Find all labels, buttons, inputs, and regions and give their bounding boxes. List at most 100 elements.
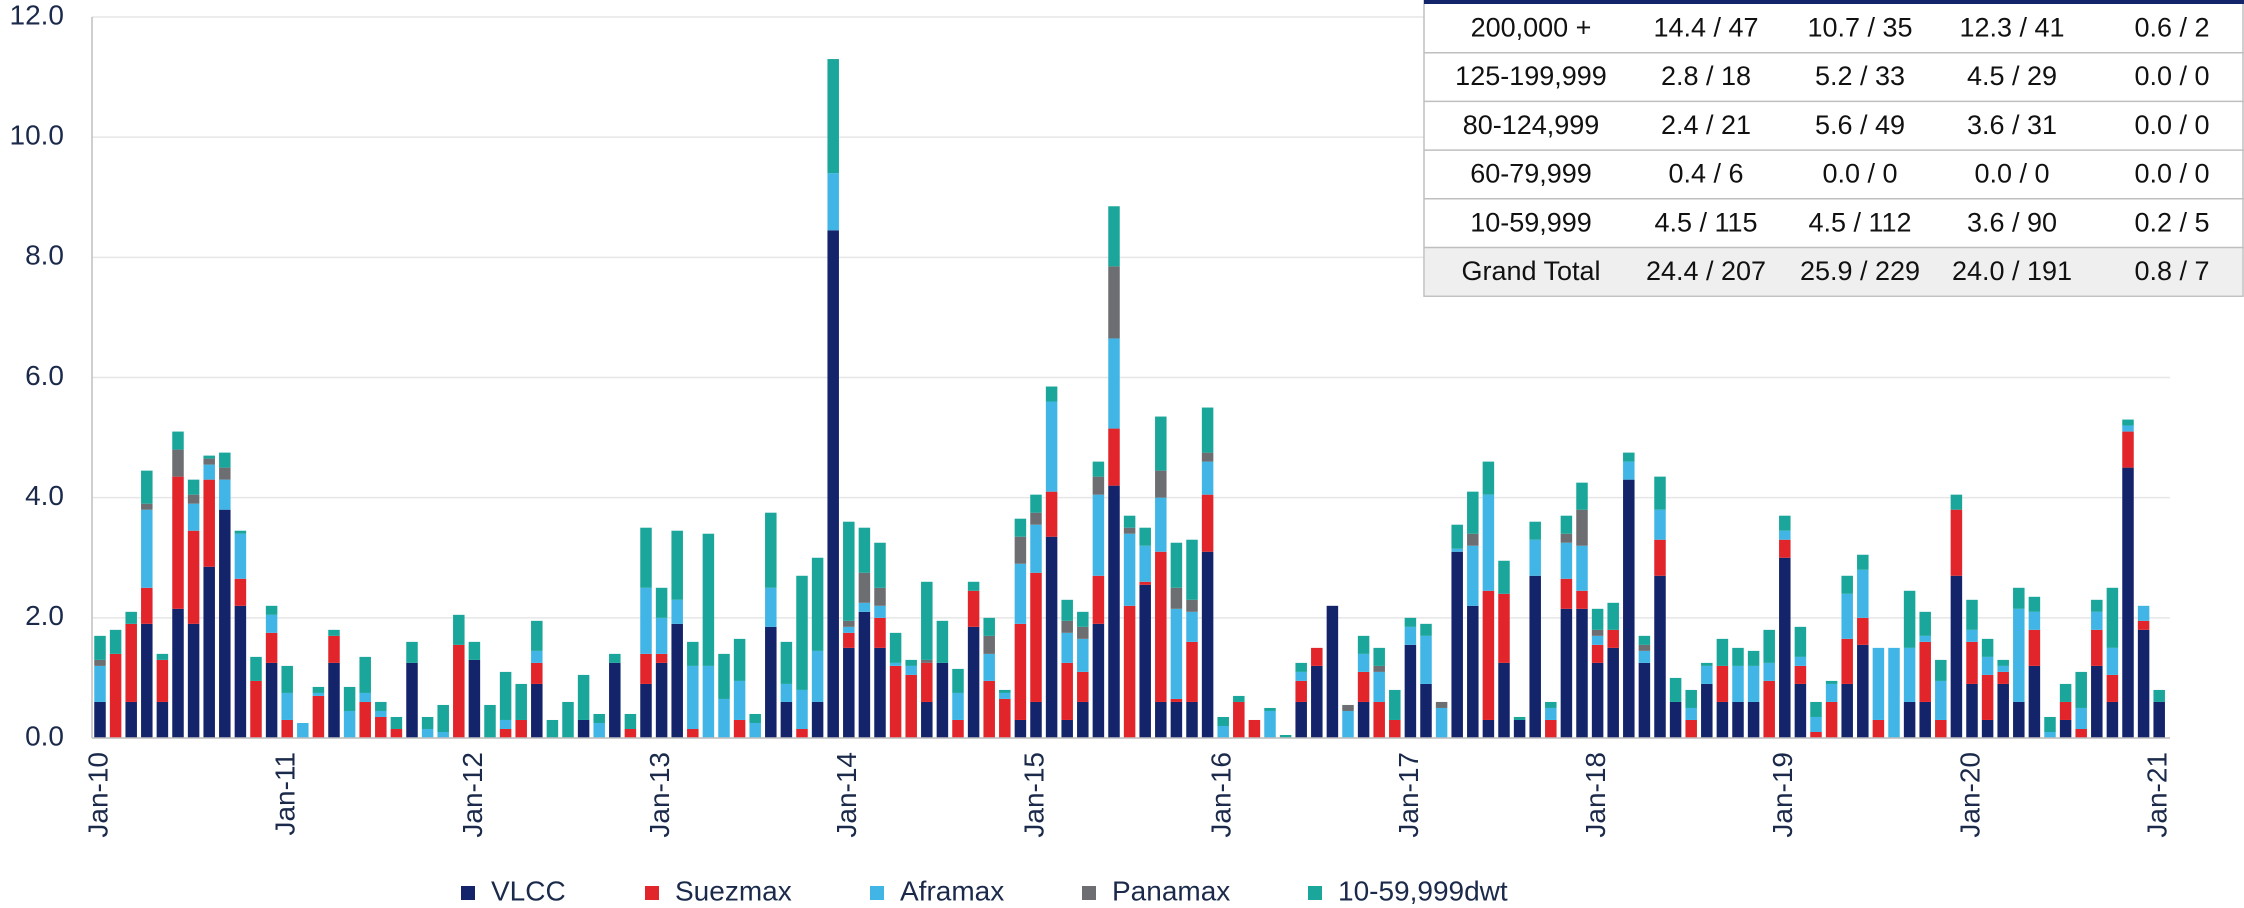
- bar-segment: [1825, 680, 1838, 684]
- bar-segment: [640, 527, 652, 588]
- bar-segment: [1201, 452, 1214, 462]
- legend-label: VLCC: [491, 875, 566, 906]
- bar-segment: [609, 662, 621, 738]
- bar-segment: [1217, 725, 1229, 738]
- bar-segment: [375, 716, 387, 738]
- bar-segment: [1092, 494, 1105, 576]
- bar-segment: [1030, 512, 1042, 525]
- table-cell: Grand Total: [1461, 256, 1600, 286]
- bar-segment: [2028, 596, 2041, 612]
- bar-segment: [609, 653, 621, 663]
- bar-segment: [359, 701, 371, 738]
- bar-segment: [1638, 635, 1651, 645]
- bar-segment: [1357, 653, 1370, 672]
- bar-segment: [1825, 701, 1838, 738]
- bar-segment: [1389, 719, 1401, 738]
- bar-segment: [1841, 683, 1853, 738]
- bar-segment: [1077, 626, 1089, 639]
- bar-segment: [1685, 707, 1697, 720]
- bar-segment: [811, 701, 824, 738]
- bar-segment: [390, 728, 403, 738]
- bar-segment: [702, 533, 715, 666]
- bar-segment: [1981, 638, 1994, 657]
- bar-segment: [2122, 467, 2134, 738]
- bar-segment: [1763, 629, 1775, 663]
- bar-segment: [2013, 701, 2025, 738]
- bar-segment: [1545, 719, 1557, 738]
- bar-segment: [297, 722, 309, 738]
- bar-segment: [281, 692, 293, 720]
- bar-segment: [1155, 497, 1167, 552]
- bar-segment: [390, 716, 403, 729]
- bar-segment: [1545, 701, 1557, 708]
- bar-segment: [1311, 665, 1323, 738]
- bar-segment: [1841, 575, 1853, 594]
- bar-segment: [1155, 701, 1167, 738]
- bar-segment: [1685, 719, 1697, 738]
- bar-segment: [1435, 701, 1448, 708]
- table-cell: 24.4 / 207: [1646, 256, 1766, 286]
- table-cell: 60-79,999: [1470, 159, 1592, 189]
- table-cell: 3.6 / 90: [1967, 207, 2057, 237]
- bar-segment: [858, 602, 871, 612]
- bar-segment: [1155, 551, 1167, 702]
- bar-segment: [1389, 689, 1401, 720]
- bar-segment: [983, 653, 995, 681]
- bar-segment: [499, 728, 512, 738]
- bar-segment: [1654, 539, 1666, 576]
- legend-swatch: [645, 886, 659, 900]
- bar-segment: [1108, 485, 1120, 738]
- y-tick-label: 4.0: [25, 480, 64, 511]
- table-cell: 4.5 / 115: [1654, 207, 1757, 237]
- bar-segment: [453, 644, 465, 738]
- bar-segment: [437, 731, 449, 738]
- bar-segment: [1763, 662, 1775, 681]
- bar-segment: [2028, 611, 2041, 630]
- bar-segment: [2091, 629, 2103, 666]
- bar-segment: [1342, 710, 1354, 738]
- table-cell: 0.6 / 2: [2134, 12, 2209, 42]
- bar-segment: [1779, 515, 1791, 531]
- bar-segment: [2028, 665, 2041, 738]
- bar-segment: [593, 713, 605, 723]
- bar-segment: [125, 623, 137, 702]
- bar-segment: [1623, 479, 1635, 738]
- bar-segment: [2075, 707, 2087, 729]
- x-tick-label: Jan-10: [82, 752, 113, 838]
- bar-segment: [1919, 635, 1931, 642]
- bar-segment: [1170, 701, 1183, 738]
- bar-segment: [1872, 719, 1885, 738]
- bar-segment: [1077, 671, 1089, 702]
- bar-segment: [999, 689, 1011, 693]
- legend-label: Aframax: [900, 875, 1004, 906]
- bar-segment: [1404, 644, 1417, 738]
- bar-segment: [531, 650, 543, 663]
- bar-segment: [1045, 491, 1058, 537]
- bar-segment: [1139, 584, 1151, 738]
- bar-segment: [811, 557, 824, 651]
- bar-segment: [780, 701, 793, 738]
- bar-segment: [1935, 680, 1947, 720]
- bar-segment: [1701, 665, 1713, 684]
- bar-segment: [1607, 602, 1619, 630]
- bar-segment: [1170, 542, 1183, 588]
- bar-segment: [515, 719, 527, 738]
- bar-segment: [2122, 425, 2134, 432]
- bar-segment: [1950, 509, 1963, 576]
- bar-segment: [671, 599, 683, 624]
- table-cell: 14.4 / 47: [1653, 12, 1758, 42]
- bar-segment: [655, 617, 668, 654]
- bar-segment: [1030, 494, 1042, 513]
- table-cell: 0.0 / 0: [1974, 159, 2049, 189]
- bar-segment: [921, 581, 933, 660]
- bar-segment: [1513, 716, 1526, 720]
- bar-segment: [1950, 494, 1963, 510]
- bar-segment: [1779, 539, 1791, 558]
- x-tick-label: Jan-15: [1018, 752, 1049, 838]
- bar-segment: [1981, 719, 1994, 738]
- bar-segment: [1950, 575, 1963, 738]
- bar-segment: [1591, 629, 1604, 636]
- bar-segment: [1155, 470, 1167, 498]
- table-cell: 2.4 / 21: [1661, 110, 1751, 140]
